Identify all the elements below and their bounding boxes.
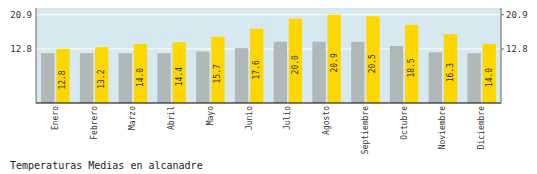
bar <box>390 46 403 103</box>
y-axis-line <box>36 8 37 103</box>
bars <box>41 15 496 103</box>
data-label: 13.2 <box>97 69 106 88</box>
bar <box>429 52 442 103</box>
x-tick-label: Marzo <box>128 106 137 130</box>
data-label: 17.6 <box>252 60 261 79</box>
grid-line <box>36 14 501 15</box>
bar <box>274 42 287 103</box>
bar <box>351 42 364 103</box>
bar <box>173 42 186 103</box>
title: Temperaturas Medias en alcanadre <box>10 160 203 171</box>
data-label: 16.3 <box>446 63 455 82</box>
y2-tick-label: 20.9 <box>506 10 528 20</box>
data-label: 20.9 <box>330 53 339 72</box>
x-tick-label: Agosto <box>322 106 331 135</box>
x-tick-label: Junio <box>245 106 254 130</box>
bar <box>289 19 302 103</box>
data-label: 14.0 <box>485 68 494 87</box>
data-label: 14.4 <box>175 67 184 86</box>
data-label: 14.0 <box>136 68 145 87</box>
x-tick-label: Abril <box>167 106 176 130</box>
data-labels: 12.8 13.2 14.0 14.4 15.7 17.6 20.0 20.9 20.5 18.5… <box>58 53 493 90</box>
x-tick-label: Septiembre <box>361 106 370 154</box>
data-label: 12.8 <box>58 70 67 89</box>
bar <box>134 44 147 103</box>
bar <box>196 51 209 103</box>
x-axis-line <box>36 103 501 104</box>
chart-container: 12.8 13.2 14.0 14.4 15.7 17.6 20.0 20.9 20.5 18.5… <box>0 0 537 174</box>
data-label: 20.5 <box>368 54 377 73</box>
bar <box>483 44 496 103</box>
x-tick-label: Enero <box>51 106 60 130</box>
y-tick-label: 12.8 <box>10 44 32 54</box>
bar <box>250 29 263 103</box>
data-label: 18.5 <box>407 58 416 77</box>
bar <box>157 53 170 103</box>
x-tick-label: Mayo <box>206 106 215 125</box>
y2-tick <box>501 48 504 49</box>
bar <box>467 53 480 103</box>
bar <box>312 42 325 103</box>
bar <box>56 49 69 103</box>
bar <box>405 25 418 103</box>
bar <box>444 34 457 103</box>
y2-axis-line <box>501 8 502 103</box>
bar <box>235 48 248 103</box>
x-tick-label: Noviembre <box>438 106 447 150</box>
plot-background <box>36 8 501 103</box>
x-tick-label: Julio <box>283 106 292 130</box>
x-tick-label: Octubre <box>400 106 409 140</box>
x-tick-label: Diciembre <box>477 106 486 150</box>
x-tick-label: Febrero <box>90 106 99 140</box>
chart: 12.8 13.2 14.0 14.4 15.7 17.6 20.0 20.9 20.5 18.5… <box>0 0 537 174</box>
bar <box>80 53 93 103</box>
bar <box>41 53 54 103</box>
bar <box>119 53 132 103</box>
data-label: 15.7 <box>213 64 222 83</box>
y2-tick-label: 12.8 <box>506 44 528 54</box>
bar <box>95 47 108 103</box>
bar <box>366 16 379 103</box>
bar <box>211 37 224 103</box>
bar <box>328 15 341 103</box>
data-label: 20.0 <box>291 55 300 74</box>
y2-tick <box>501 14 504 15</box>
y-tick-label: 20.9 <box>10 10 32 20</box>
